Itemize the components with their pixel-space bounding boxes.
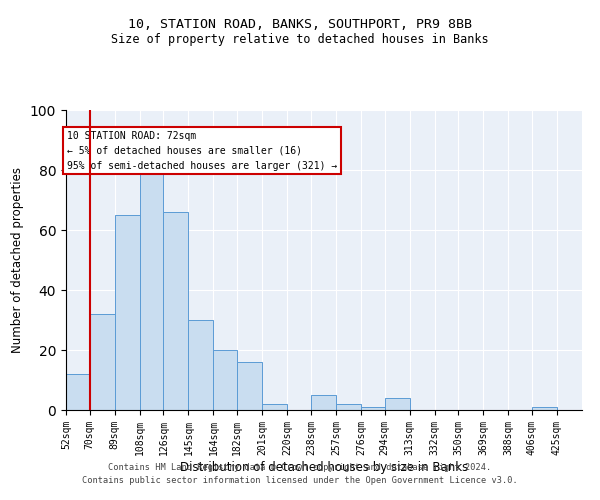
Text: Size of property relative to detached houses in Banks: Size of property relative to detached ho… [111,32,489,46]
X-axis label: Distribution of detached houses by size in Banks: Distribution of detached houses by size … [180,460,468,473]
Bar [66,374,89,410]
Bar [237,362,262,410]
Bar [336,404,361,410]
Text: Contains HM Land Registry data © Crown copyright and database right 2024.: Contains HM Land Registry data © Crown c… [109,464,491,472]
Bar [262,404,287,410]
Text: Contains public sector information licensed under the Open Government Licence v3: Contains public sector information licen… [82,476,518,485]
Text: 10, STATION ROAD, BANKS, SOUTHPORT, PR9 8BB: 10, STATION ROAD, BANKS, SOUTHPORT, PR9 … [128,18,472,30]
Bar [188,320,214,410]
Text: 10 STATION ROAD: 72sqm
← 5% of detached houses are smaller (16)
95% of semi-deta: 10 STATION ROAD: 72sqm ← 5% of detached … [67,131,338,170]
Bar [140,158,163,410]
Bar [532,407,557,410]
Bar [361,407,385,410]
Bar [163,212,188,410]
Bar [89,314,115,410]
Bar [115,215,140,410]
Bar [214,350,237,410]
Bar [311,395,336,410]
Bar [385,398,410,410]
Y-axis label: Number of detached properties: Number of detached properties [11,167,25,353]
